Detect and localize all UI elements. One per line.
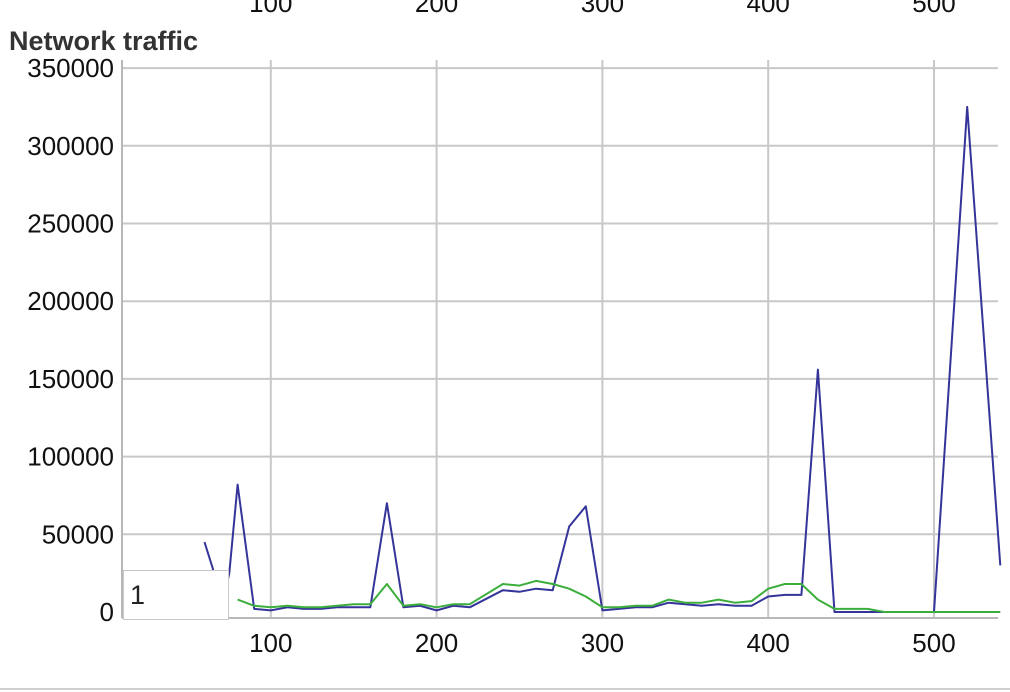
x-tick-label-bottom: 500 xyxy=(912,628,955,658)
y-tick-label: 250000 xyxy=(27,209,114,239)
chart-grid xyxy=(122,60,998,618)
y-tick-label: 350000 xyxy=(27,53,114,83)
plot-axes xyxy=(121,60,998,619)
chart-series xyxy=(203,105,1002,613)
chart-title: Network traffic xyxy=(9,26,198,56)
x-tick-label-top: 200 xyxy=(415,0,458,18)
y-tick-label: 200000 xyxy=(27,286,114,316)
x-tick-label-top: 400 xyxy=(747,0,790,18)
series-line-1 xyxy=(203,105,1002,613)
bottom-divider xyxy=(0,688,1010,690)
x-tick-label-top: 500 xyxy=(912,0,955,18)
value-input[interactable] xyxy=(123,570,229,620)
chart-tick-labels: 0 50000 100000 150000 200000 250000 300000 3500… xyxy=(27,0,955,658)
y-tick-label: 0 xyxy=(100,597,114,627)
y-tick-label: 150000 xyxy=(27,364,114,394)
series-line-2 xyxy=(237,579,1001,613)
y-tick-label: 100000 xyxy=(27,442,114,472)
x-tick-label-bottom: 400 xyxy=(747,628,790,658)
x-tick-label-top: 100 xyxy=(249,0,292,18)
y-tick-label: 50000 xyxy=(42,519,114,549)
x-tick-label-bottom: 100 xyxy=(249,628,292,658)
x-tick-label-bottom: 200 xyxy=(415,628,458,658)
y-tick-label: 300000 xyxy=(27,131,114,161)
x-tick-label-top: 300 xyxy=(581,0,624,18)
x-tick-label-bottom: 300 xyxy=(581,628,624,658)
